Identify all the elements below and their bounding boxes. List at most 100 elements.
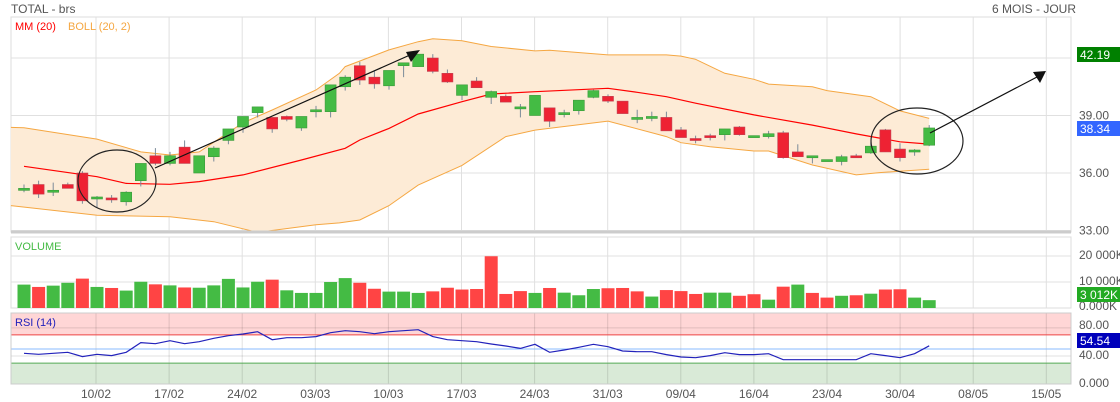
rsi-tick: 40.00 (1079, 348, 1109, 362)
candle (514, 104, 527, 118)
candles (18, 53, 936, 208)
volume-bar (849, 295, 863, 308)
date-tick-label: 08/05 (958, 387, 988, 401)
date-tick-label: 31/03 (593, 387, 623, 401)
candle-body (353, 65, 366, 81)
candle (718, 128, 731, 141)
volume-bar (791, 284, 805, 308)
volume-title: VOLUME (15, 241, 61, 253)
candle (251, 106, 264, 118)
volume-bar (820, 297, 834, 308)
candle-body (368, 76, 381, 85)
candle (426, 54, 439, 74)
candle (237, 116, 249, 133)
volume-bar (543, 287, 557, 308)
candle-body (208, 147, 220, 158)
candle (310, 105, 322, 118)
candle-body (470, 80, 483, 89)
date-tick-label: 09/04 (666, 387, 696, 401)
volume-bar (645, 296, 659, 308)
candle (76, 171, 89, 204)
candle (850, 153, 863, 159)
candle (762, 130, 775, 139)
annotation-trend-arrow-up[interactable] (154, 54, 411, 169)
candle (748, 135, 760, 138)
date-tick-label: 03/03 (300, 387, 330, 401)
volume-bar (280, 290, 294, 308)
candle-body (76, 172, 89, 202)
volume-bar (499, 293, 513, 308)
candle (383, 70, 395, 90)
date-tick-label: 10/03 (373, 387, 403, 401)
candle-body (499, 96, 512, 103)
volume-bar (32, 286, 46, 308)
volume-bar (221, 278, 235, 308)
candle (879, 128, 892, 153)
volume-bar (251, 281, 265, 308)
volume-bar (616, 287, 630, 308)
candle (704, 133, 717, 141)
volume-bar (586, 289, 600, 308)
candle (645, 111, 658, 122)
candle (120, 191, 132, 206)
volume-bar (572, 295, 586, 308)
candle-body (835, 156, 848, 162)
candle (441, 69, 454, 83)
candle (791, 144, 804, 158)
annotation-ellipse-left[interactable] (77, 149, 157, 213)
volume-bar (864, 293, 878, 308)
candle (266, 117, 279, 133)
candle-body (222, 128, 235, 141)
volume-bar (236, 287, 250, 308)
annotation-ellipse-right[interactable] (870, 107, 964, 175)
volume-bar (426, 291, 440, 308)
candle-body (105, 197, 118, 201)
volume-bar (163, 285, 177, 308)
volume-bar (470, 289, 484, 308)
volume-bar (630, 291, 644, 308)
rsi-panel-frame (10, 312, 1072, 385)
candle-body (762, 133, 775, 137)
candle-body (18, 188, 30, 191)
candle (105, 195, 118, 203)
volume-bar (411, 292, 425, 308)
volume-bar (835, 295, 849, 308)
candle-body (791, 151, 804, 158)
volume-bar (718, 292, 732, 308)
volume-bar (732, 295, 746, 308)
volume-bar (703, 292, 717, 308)
candle (631, 109, 644, 124)
candle-body (704, 135, 717, 138)
rsi-panel: RSI (14) 80.00 40.00 0.000 54.54 (10, 312, 1120, 390)
volume-bar (294, 292, 308, 308)
candle (397, 62, 410, 78)
candle (529, 95, 541, 116)
candle-body (879, 129, 892, 153)
arrow-head-icon (1033, 71, 1046, 83)
annotation-trend-arrow-right[interactable] (929, 76, 1038, 134)
candle-body (412, 53, 425, 67)
period-label[interactable]: 6 MOIS - JOUR (992, 2, 1076, 16)
date-tick-label: 16/04 (739, 387, 769, 401)
volume-bar (353, 282, 367, 308)
candle-body (47, 189, 60, 193)
rsi-overbought-zone (11, 313, 1071, 335)
bollinger-upper-line (10, 38, 930, 156)
candle-body (61, 184, 74, 189)
volume-bar (674, 291, 688, 308)
candle-body (397, 62, 410, 66)
candle (193, 155, 205, 174)
volume-badge-value: 3 012K (1080, 288, 1118, 302)
price-badge (1077, 121, 1120, 136)
rsi-badge (1077, 333, 1120, 348)
candle-body (864, 145, 877, 154)
candle (456, 84, 468, 101)
candle (208, 146, 220, 162)
candle (894, 143, 906, 162)
candle-body (149, 155, 162, 164)
volume-bar (513, 291, 527, 308)
candle-body (280, 116, 293, 120)
date-tick-label: 30/04 (885, 387, 915, 401)
volume-bar (528, 292, 542, 308)
